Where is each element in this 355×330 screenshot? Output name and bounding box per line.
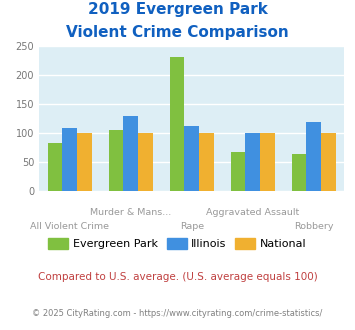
Text: All Violent Crime: All Violent Crime: [30, 222, 109, 231]
Bar: [77, 133, 92, 191]
Bar: [62, 128, 77, 191]
Text: Rape: Rape: [180, 222, 204, 231]
Text: 2019 Evergreen Park: 2019 Evergreen Park: [88, 2, 267, 16]
Bar: [306, 122, 321, 191]
Bar: [292, 154, 306, 191]
Bar: [170, 57, 184, 191]
Bar: [184, 126, 199, 191]
Bar: [48, 143, 62, 191]
Text: Violent Crime Comparison: Violent Crime Comparison: [66, 25, 289, 40]
Bar: [109, 130, 123, 191]
Bar: [231, 152, 245, 191]
Bar: [138, 133, 153, 191]
Text: Compared to U.S. average. (U.S. average equals 100): Compared to U.S. average. (U.S. average …: [38, 272, 317, 282]
Bar: [260, 133, 275, 191]
Text: © 2025 CityRating.com - https://www.cityrating.com/crime-statistics/: © 2025 CityRating.com - https://www.city…: [32, 309, 323, 317]
Bar: [199, 133, 214, 191]
Bar: [123, 116, 138, 191]
Text: Murder & Mans...: Murder & Mans...: [90, 208, 171, 217]
Text: Aggravated Assault: Aggravated Assault: [206, 208, 299, 217]
Bar: [245, 133, 260, 191]
Bar: [321, 133, 336, 191]
Text: Robbery: Robbery: [294, 222, 334, 231]
Legend: Evergreen Park, Illinois, National: Evergreen Park, Illinois, National: [48, 238, 307, 249]
